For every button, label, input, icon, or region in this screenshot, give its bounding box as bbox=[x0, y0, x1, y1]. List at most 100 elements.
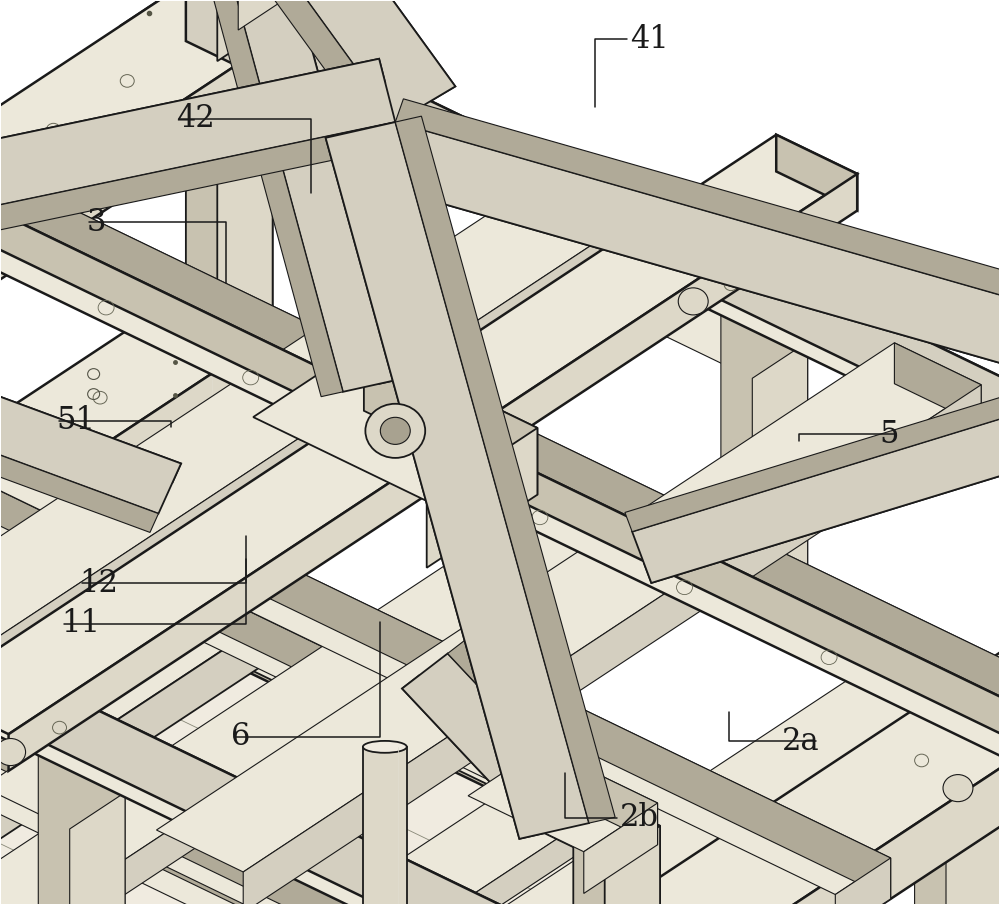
Polygon shape bbox=[721, 300, 808, 592]
Polygon shape bbox=[186, 0, 1000, 600]
Polygon shape bbox=[573, 784, 660, 905]
Polygon shape bbox=[632, 376, 1000, 583]
Text: 12: 12 bbox=[79, 567, 118, 599]
Polygon shape bbox=[0, 0, 287, 519]
Polygon shape bbox=[186, 291, 273, 384]
Polygon shape bbox=[0, 122, 401, 329]
Polygon shape bbox=[0, 427, 669, 905]
Text: 11: 11 bbox=[61, 608, 100, 640]
Polygon shape bbox=[156, 649, 967, 905]
Polygon shape bbox=[364, 344, 537, 495]
Text: 2b: 2b bbox=[620, 803, 659, 834]
Polygon shape bbox=[0, 291, 273, 821]
Polygon shape bbox=[915, 784, 1000, 905]
Polygon shape bbox=[518, 809, 1000, 905]
Text: 51: 51 bbox=[56, 405, 95, 436]
Polygon shape bbox=[0, 797, 620, 905]
Polygon shape bbox=[0, 617, 1000, 905]
Polygon shape bbox=[0, 152, 1000, 748]
Polygon shape bbox=[0, 267, 181, 514]
Polygon shape bbox=[131, 41, 273, 119]
Polygon shape bbox=[402, 653, 552, 800]
Polygon shape bbox=[186, 576, 1000, 905]
Ellipse shape bbox=[177, 601, 220, 613]
Polygon shape bbox=[186, 0, 287, 90]
Polygon shape bbox=[0, 605, 891, 905]
Polygon shape bbox=[0, 135, 857, 734]
Polygon shape bbox=[835, 858, 891, 905]
Polygon shape bbox=[9, 174, 857, 771]
Polygon shape bbox=[518, 784, 660, 862]
Polygon shape bbox=[402, 675, 524, 800]
Polygon shape bbox=[894, 649, 967, 719]
Circle shape bbox=[0, 738, 26, 766]
Polygon shape bbox=[0, 740, 1000, 905]
Ellipse shape bbox=[363, 741, 407, 753]
Polygon shape bbox=[0, 576, 273, 905]
Polygon shape bbox=[253, 344, 537, 501]
Polygon shape bbox=[38, 750, 125, 905]
Polygon shape bbox=[0, 267, 181, 482]
Polygon shape bbox=[946, 825, 1000, 905]
Polygon shape bbox=[229, 684, 967, 905]
Polygon shape bbox=[625, 356, 1000, 531]
Polygon shape bbox=[0, 217, 634, 745]
Polygon shape bbox=[0, 489, 634, 905]
Text: 3: 3 bbox=[86, 207, 106, 238]
Polygon shape bbox=[547, 763, 620, 826]
Polygon shape bbox=[605, 542, 1000, 905]
Text: 5: 5 bbox=[879, 419, 899, 450]
Polygon shape bbox=[0, 32, 287, 577]
Polygon shape bbox=[395, 116, 615, 823]
Polygon shape bbox=[584, 803, 658, 893]
Polygon shape bbox=[448, 641, 569, 765]
Bar bbox=[363, 747, 407, 905]
Circle shape bbox=[365, 404, 425, 458]
Polygon shape bbox=[239, 0, 455, 100]
Polygon shape bbox=[186, 0, 273, 24]
Polygon shape bbox=[326, 122, 589, 839]
Polygon shape bbox=[0, 740, 1000, 905]
Polygon shape bbox=[0, 742, 660, 905]
Polygon shape bbox=[217, 83, 273, 370]
Polygon shape bbox=[542, 747, 658, 844]
Polygon shape bbox=[374, 122, 1000, 434]
Circle shape bbox=[943, 775, 973, 802]
Polygon shape bbox=[859, 784, 1000, 862]
Polygon shape bbox=[0, 59, 385, 266]
Polygon shape bbox=[666, 300, 808, 378]
Polygon shape bbox=[0, 742, 660, 905]
Polygon shape bbox=[374, 161, 1000, 434]
Polygon shape bbox=[0, 465, 1000, 905]
Polygon shape bbox=[0, 892, 881, 905]
Polygon shape bbox=[0, 892, 881, 905]
Polygon shape bbox=[562, 489, 634, 558]
Polygon shape bbox=[217, 0, 273, 62]
Polygon shape bbox=[186, 576, 273, 659]
Polygon shape bbox=[0, 523, 634, 905]
Polygon shape bbox=[186, 617, 1000, 905]
Text: 6: 6 bbox=[231, 721, 250, 752]
Polygon shape bbox=[427, 428, 537, 567]
Polygon shape bbox=[0, 465, 1000, 905]
Polygon shape bbox=[243, 385, 981, 905]
Polygon shape bbox=[0, 750, 125, 829]
Ellipse shape bbox=[177, 275, 220, 287]
Polygon shape bbox=[131, 576, 1000, 905]
Polygon shape bbox=[0, 59, 395, 306]
Polygon shape bbox=[605, 825, 660, 905]
Text: 2a: 2a bbox=[781, 726, 819, 757]
Polygon shape bbox=[395, 99, 1000, 373]
Polygon shape bbox=[70, 793, 125, 905]
Polygon shape bbox=[121, 0, 1000, 585]
Polygon shape bbox=[202, 0, 455, 122]
Polygon shape bbox=[605, 851, 1000, 905]
Polygon shape bbox=[547, 175, 634, 258]
Polygon shape bbox=[0, 318, 158, 532]
Polygon shape bbox=[217, 0, 401, 392]
Polygon shape bbox=[0, 175, 634, 704]
Polygon shape bbox=[0, 333, 273, 871]
Polygon shape bbox=[156, 343, 981, 872]
Bar bbox=[177, 281, 220, 606]
Polygon shape bbox=[0, 763, 620, 905]
